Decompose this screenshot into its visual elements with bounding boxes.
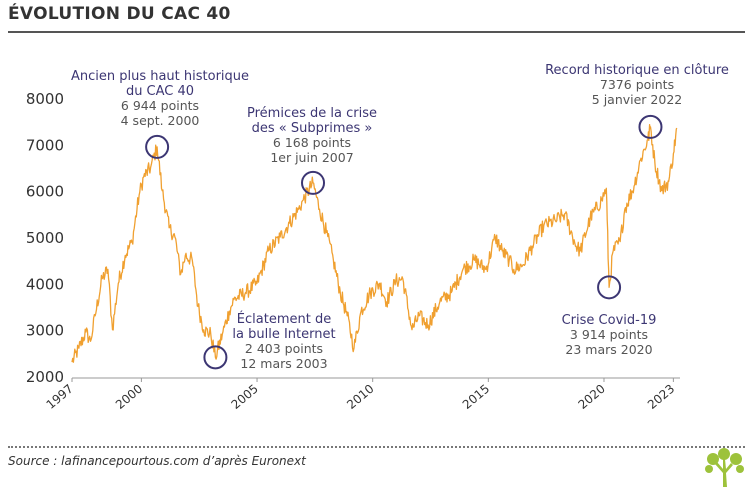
x-tick-label: 2010 <box>344 382 376 412</box>
annotation-detail: 4 sept. 2000 <box>121 113 200 128</box>
annotation-title: Éclatement de <box>237 311 331 327</box>
x-tick-label: 2005 <box>229 382 261 412</box>
tree-logo-icon <box>705 448 744 487</box>
annotation-title: Prémices de la crise <box>247 106 377 121</box>
y-tick-label: 8000 <box>26 90 64 108</box>
annotation-detail: 23 mars 2020 <box>565 342 652 357</box>
chart-markers <box>145 114 663 370</box>
x-tick-label: 2020 <box>576 382 608 412</box>
y-tick-label: 6000 <box>26 183 64 201</box>
x-tick-label: 2000 <box>113 382 145 412</box>
annotation-marker-circle <box>638 114 663 139</box>
annotation-detail: 6 944 points <box>121 98 199 113</box>
y-tick-label: 7000 <box>26 136 64 154</box>
annotation-marker-circle <box>301 170 326 195</box>
y-tick-label: 4000 <box>26 275 64 293</box>
annotation-detail: 3 914 points <box>570 327 648 342</box>
annotation-marker-circle <box>597 275 622 300</box>
title-rule <box>8 31 745 33</box>
cac40-series-line <box>71 124 678 363</box>
annotation-detail: 7376 points <box>600 77 674 92</box>
annotation-title: la bulle Internet <box>232 327 335 342</box>
x-tick-label: 1997 <box>44 382 76 412</box>
annotation-detail: 1er juin 2007 <box>270 150 353 165</box>
annotation-title: Record historique en clôture <box>545 63 729 78</box>
annotation-detail: 5 janvier 2022 <box>592 92 682 107</box>
annotation-marker-circle <box>145 134 170 159</box>
x-tick-label: 2015 <box>460 382 492 412</box>
annotation-detail: 12 mars 2003 <box>240 356 327 371</box>
chart-series <box>71 124 678 363</box>
page-title: ÉVOLUTION DU CAC 40 <box>8 4 231 24</box>
annotation-detail: 2 403 points <box>245 341 323 356</box>
annotation-title: du CAC 40 <box>126 84 194 99</box>
y-tick-label: 3000 <box>26 322 64 340</box>
source-note: Source : lafinancepourtous.com d’après E… <box>8 454 306 468</box>
annotation-title: Ancien plus haut historique <box>71 69 249 84</box>
y-tick-label: 2000 <box>26 368 64 386</box>
x-tick-label: 2023 <box>645 382 677 412</box>
annotation-marker-circle <box>203 345 228 370</box>
y-tick-label: 5000 <box>26 229 64 247</box>
annotation-title: Crise Covid-19 <box>562 313 657 328</box>
annotation-detail: 6 168 points <box>273 135 351 150</box>
annotation-title: des « Subprimes » <box>252 121 373 136</box>
footer-divider <box>8 446 745 448</box>
